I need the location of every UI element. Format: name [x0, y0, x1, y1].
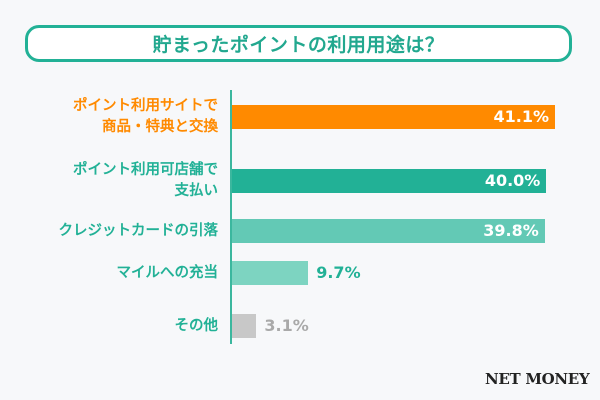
category-label: クレジットカードの引落: [58, 222, 219, 239]
chart-title: 貯まったポイントの利用用途は？: [152, 34, 445, 56]
bar: 40.0%: [232, 169, 547, 193]
value-label: 41.1%: [493, 107, 549, 126]
netmoney-logo: NET MONEY: [485, 370, 590, 388]
y-axis-line: [230, 90, 232, 344]
category-label: マイルへの充当: [116, 264, 219, 281]
bar: [232, 261, 309, 285]
value-label: 39.8%: [483, 221, 539, 240]
bar: [232, 314, 257, 338]
value-label: 9.7%: [316, 263, 361, 282]
chart-title-box: 貯まったポイントの利用用途は？: [25, 25, 572, 62]
category-label: ポイント利用可店舗で 支払い: [73, 162, 218, 199]
bar: 39.8%: [232, 219, 545, 243]
category-label: その他: [174, 317, 219, 334]
category-label: ポイント利用サイトで 商品・特典と交換: [73, 98, 218, 135]
value-label: 3.1%: [264, 316, 309, 335]
bar: 41.1%: [232, 105, 555, 129]
value-label: 40.0%: [484, 171, 541, 190]
